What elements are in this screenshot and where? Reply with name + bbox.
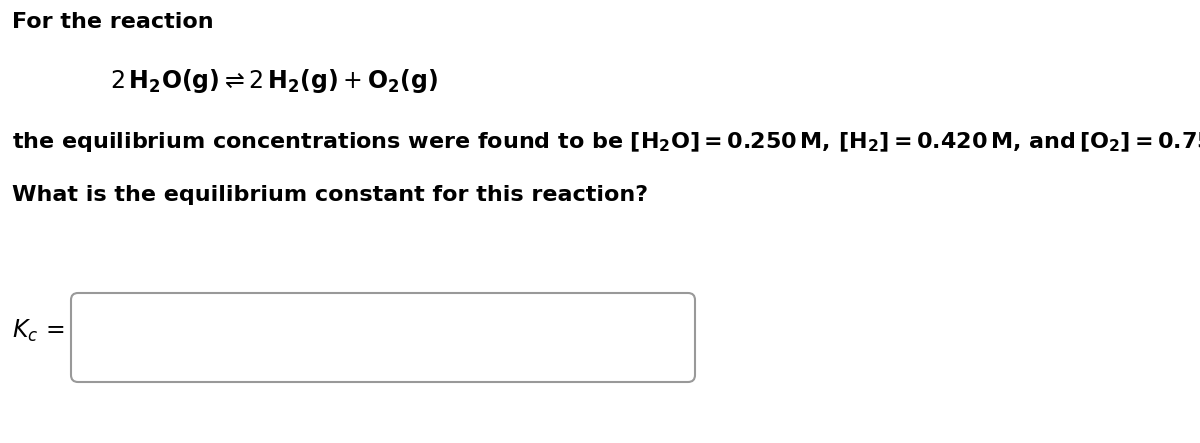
Text: $\mathit{K}_c\,=$: $\mathit{K}_c\,=$ <box>12 318 65 344</box>
FancyBboxPatch shape <box>71 293 695 382</box>
Text: For the reaction: For the reaction <box>12 12 214 32</box>
Text: $2\,\mathbf{H_2O(g)} \rightleftharpoons 2\,\mathbf{H_2(g)} + \mathbf{O_2(g)}$: $2\,\mathbf{H_2O(g)} \rightleftharpoons … <box>110 67 438 95</box>
Text: What is the equilibrium constant for this reaction?: What is the equilibrium constant for thi… <box>12 185 648 205</box>
Text: the equilibrium concentrations were found to be $\mathbf{[H_2O] = 0.250\,M,\,[H_: the equilibrium concentrations were foun… <box>12 130 1200 154</box>
